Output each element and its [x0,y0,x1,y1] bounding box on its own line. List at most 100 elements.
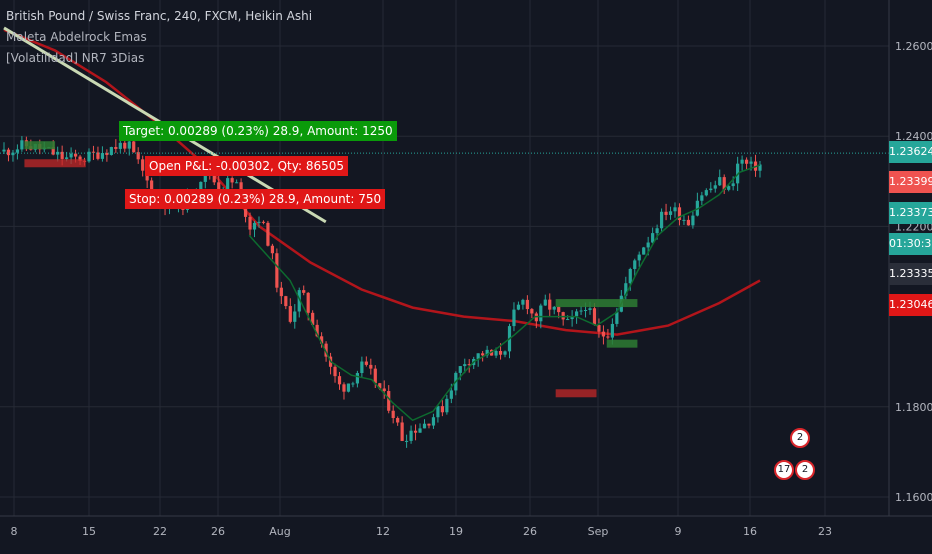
event-count: 17 [777,464,791,475]
y-tick-label: 1.16000 [895,491,932,504]
x-tick-label: 26 [523,525,537,538]
position-open-pnl-label[interactable]: Open P&L: -0.00302, Qty: 86505 [145,156,348,176]
candle-body [257,221,261,223]
nr7-green-box [606,339,638,348]
ema-red-line [3,28,761,336]
candle-body [601,331,606,337]
candle-body [606,336,610,338]
candle-body [659,211,664,229]
event-count: 2 [796,432,804,443]
x-tick-label: 12 [376,525,390,538]
candle-body [248,216,252,230]
last-price-box: 1.23624 [889,141,932,163]
candle-body [682,219,686,221]
candle-body [440,406,444,413]
candle-body [78,156,82,161]
candle-body [686,219,691,226]
candle-body [731,183,735,187]
candle-body [534,313,538,322]
candle-body [351,383,355,385]
candle-body [521,299,525,305]
candle-body [2,149,6,152]
candle-body [391,410,395,419]
candle-body [592,308,597,326]
bar-countdown-box: 01:30:32 [889,233,932,255]
candle-body [637,254,641,261]
x-tick-label: 26 [211,525,225,538]
position-stop-label[interactable]: Stop: 0.00289 (0.23%) 28.9, Amount: 750 [125,189,386,209]
candle-body [610,323,614,338]
candle-body [279,287,283,297]
candle-body [718,177,722,186]
candle-body [677,207,682,221]
candle-body [51,147,55,155]
candle-body [136,152,140,160]
candle-body [60,151,64,159]
candle-body [727,186,731,190]
candle-body [199,181,203,190]
x-tick-label: 22 [153,525,167,538]
candle-body [704,190,708,196]
position-target-label[interactable]: Target: 0.00289 (0.23%) 28.9, Amount: 12… [119,121,397,141]
candle-body [293,311,297,322]
event-marker-top[interactable]: 2 [790,428,810,448]
candle-body [749,161,753,164]
candle-body [141,159,145,171]
candle-body [275,253,279,288]
candle-body [306,292,310,313]
candle-body [651,233,655,243]
candle-body [512,309,516,327]
candle-body [6,149,11,156]
y-tick-label: 1.26000 [895,40,932,53]
candle-body [516,304,521,310]
candle-body [118,142,122,149]
candle-body [266,222,270,246]
candle-body [543,299,547,306]
candle-body [628,268,632,284]
candle-body [11,152,15,156]
candle-body [109,147,113,155]
candle-body [664,211,668,215]
candle-body [355,373,359,384]
candle-body [364,361,368,365]
candle-body [713,185,717,189]
candle-body [105,153,109,155]
candle-body [624,283,628,296]
x-tick-label: 9 [675,525,682,538]
candle-body [373,368,377,384]
candle-body [445,398,449,413]
candle-body [123,142,127,149]
candle-body [673,207,677,212]
nr7-red-box [24,159,86,168]
candle-body [530,309,534,314]
stop-price-box: 1.23399 [889,171,932,193]
candle-body [230,178,234,183]
x-tick-label: Aug [269,525,290,538]
candle-body [73,153,78,157]
candle-body [91,151,96,153]
symbol-title[interactable]: British Pound / Swiss Franc, 240, FXCM, … [6,9,313,23]
candle-body [700,195,704,201]
candle-body [252,222,257,230]
y-tick-label: 1.18000 [895,401,932,414]
indicator-nr7-label[interactable]: [Volatilidad] NR7 3Dias [6,51,145,65]
nr7-red-box [555,389,597,398]
event-marker-bottom-left[interactable]: 17 [774,460,794,480]
candle-body [570,316,574,320]
candle-body [405,440,409,442]
nr7-green-box [24,141,56,150]
indicator-emas-label[interactable]: Maleta Abdelrock Emas [6,30,147,44]
candle-body [369,364,373,369]
candle-body [525,299,529,310]
event-marker-bottom-right[interactable]: 2 [795,460,815,480]
candle-body [552,306,556,310]
candle-body [378,383,382,389]
candle-body [539,305,543,322]
position-price-box: 1.23046 [889,294,932,316]
candle-body [127,141,131,149]
nr7-green-box [555,299,638,308]
candle-body [96,152,100,159]
candle-body [284,296,288,307]
candle-body [597,325,601,332]
candle-body [579,310,583,312]
